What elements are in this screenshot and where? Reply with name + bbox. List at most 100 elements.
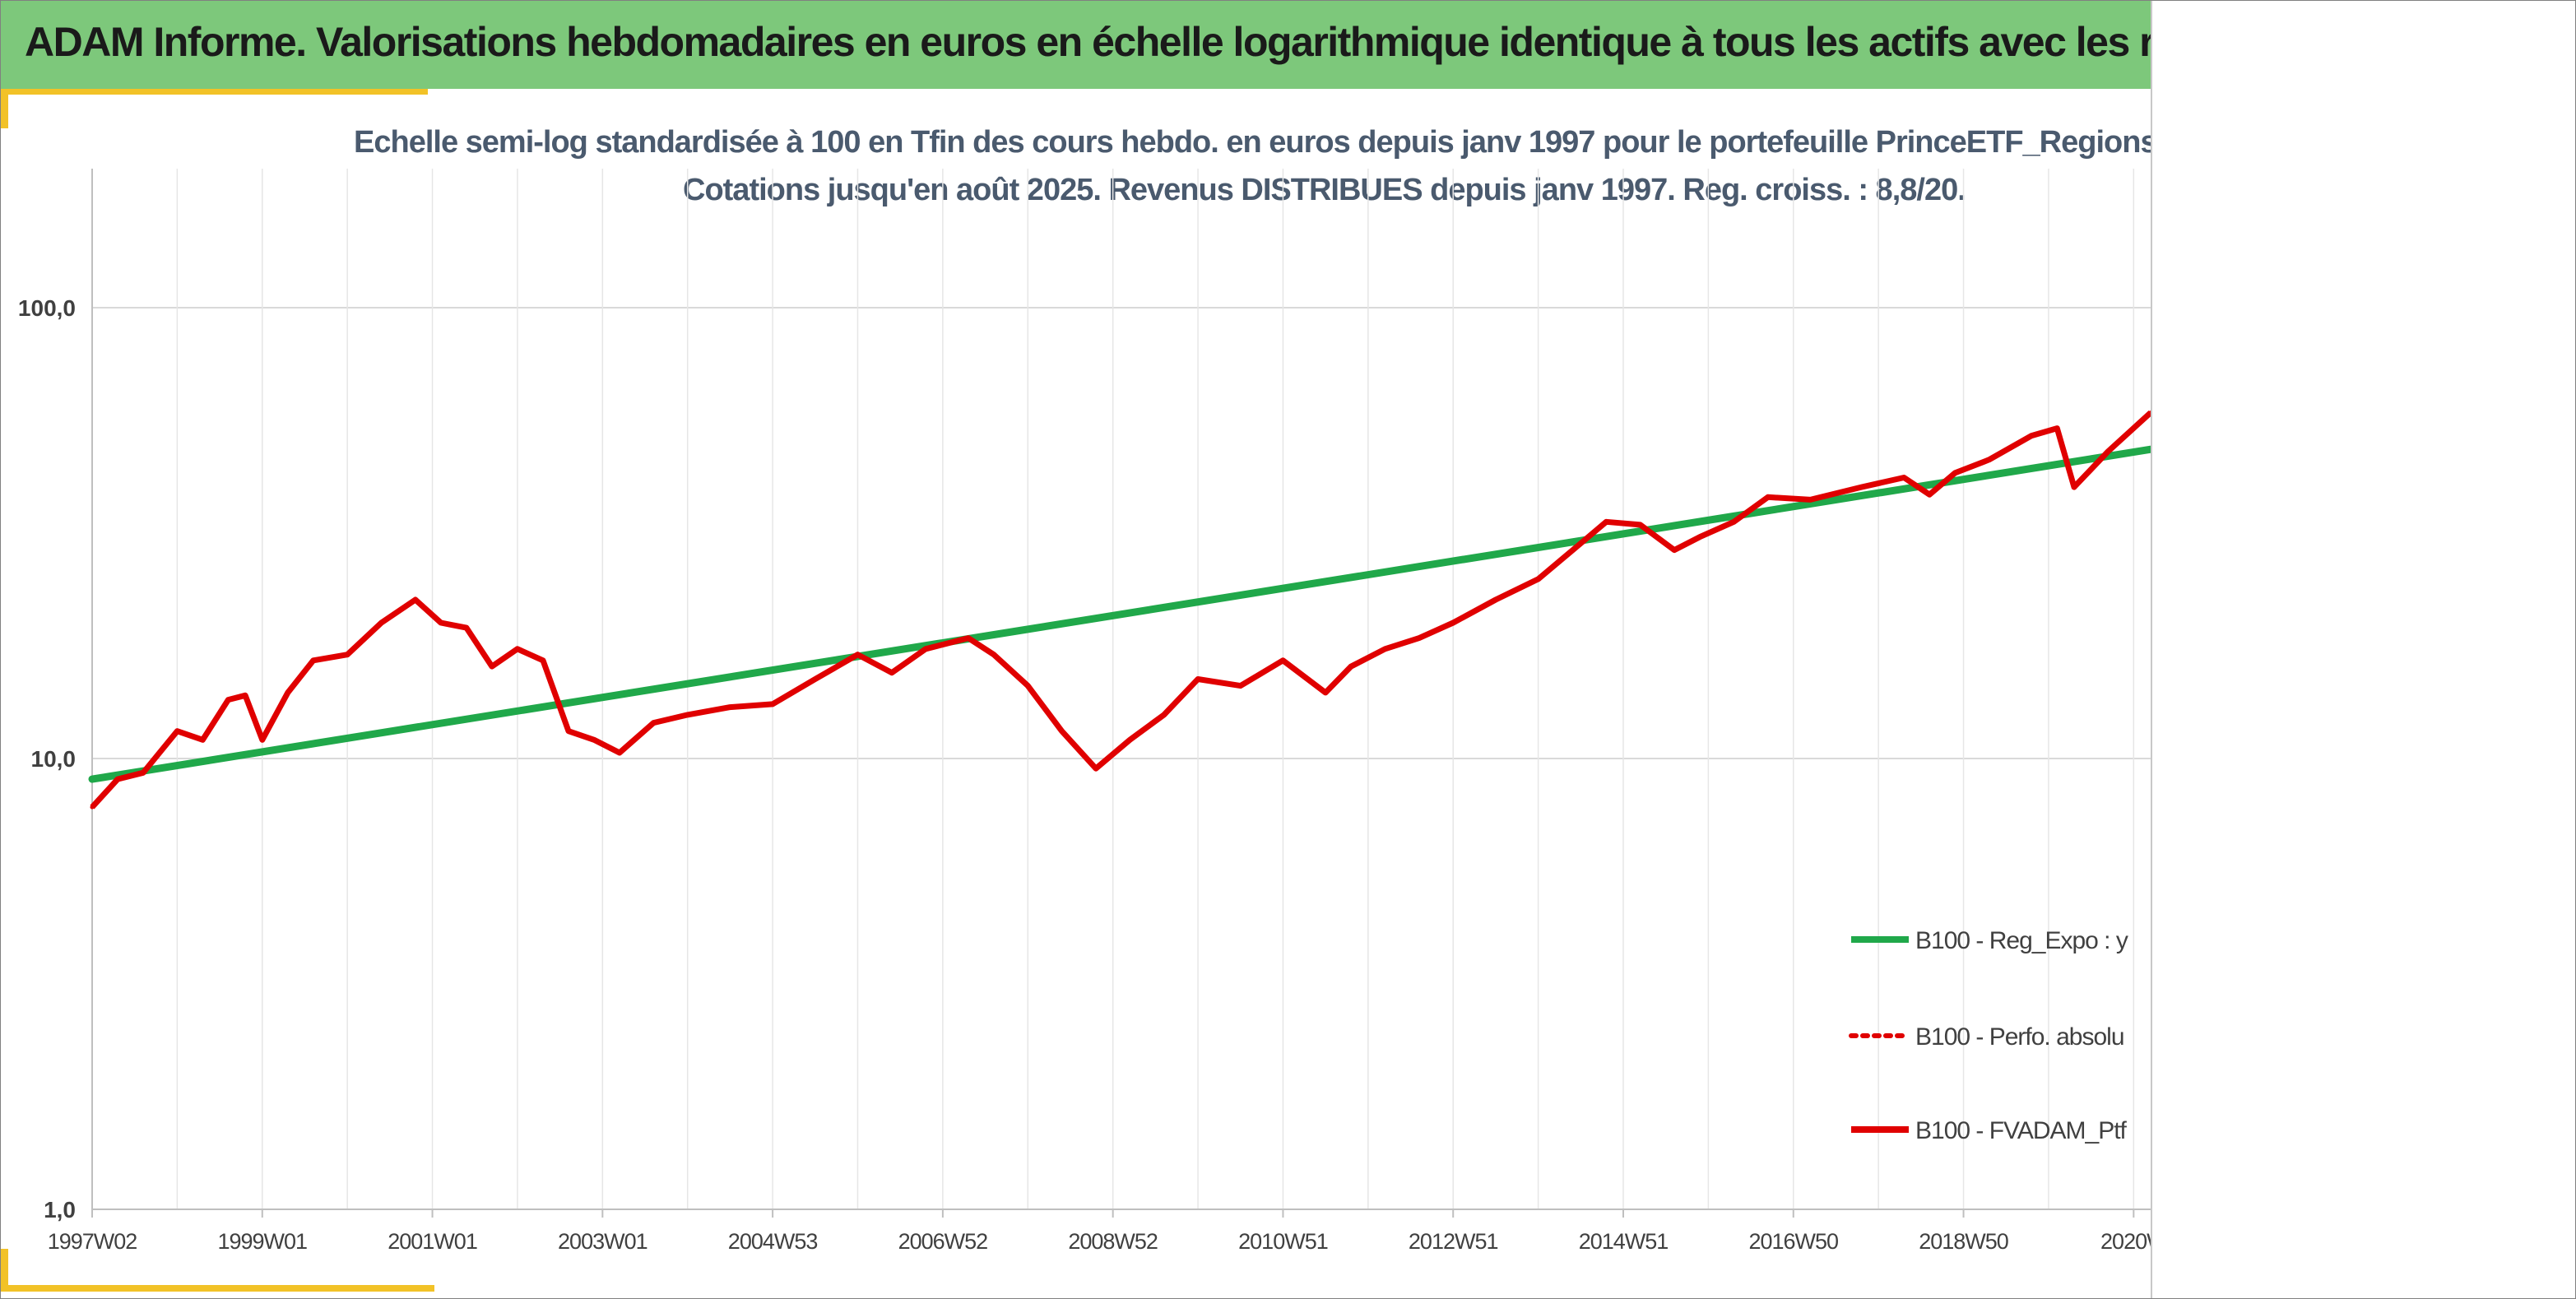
x-tick-label: 2010W51 bbox=[1238, 1229, 1328, 1254]
x-tick-label: 2018W50 bbox=[1919, 1229, 2008, 1254]
portfolio-point bbox=[2105, 449, 2110, 454]
portfolio-point bbox=[200, 737, 205, 742]
portfolio-point bbox=[1987, 457, 1992, 462]
portfolio-point bbox=[966, 636, 971, 641]
portfolio-point bbox=[379, 620, 384, 625]
accent-top-left bbox=[0, 89, 428, 95]
accent-top-left-vertical bbox=[0, 89, 8, 128]
accent-bottom-left-vertical bbox=[0, 1249, 8, 1292]
chart-title: Echelle semi-log standardisée à 100 en T… bbox=[354, 125, 2151, 160]
portfolio-point bbox=[1417, 636, 1422, 641]
x-tick-label: 2020W bbox=[2100, 1229, 2151, 1254]
portfolio-point bbox=[1383, 647, 1388, 652]
portfolio-point bbox=[1450, 620, 1455, 625]
portfolio-point bbox=[566, 729, 571, 734]
y-tick-label: 10,0 bbox=[31, 746, 77, 772]
portfolio-point bbox=[439, 620, 443, 625]
portfolio-point bbox=[685, 712, 690, 717]
x-tick-label: 2001W01 bbox=[388, 1229, 477, 1254]
x-tick-label: 2014W51 bbox=[1579, 1229, 1669, 1254]
portfolio-point bbox=[855, 652, 860, 657]
portfolio-point bbox=[1901, 475, 1906, 480]
portfolio-point bbox=[1672, 548, 1677, 553]
portfolio-point bbox=[345, 652, 350, 657]
legend-label: B100 - FVADAM_Ptf bbox=[1915, 1117, 2128, 1144]
portfolio-point bbox=[260, 737, 265, 742]
legend: B100 - Reg_Expo : y B100 - Perfo. absolu B… bbox=[1849, 927, 2129, 1144]
portfolio-point bbox=[1280, 658, 1285, 663]
axes: 1,0 10,0 100,0 1997W02 1999W01 2001W01 2003W01… bbox=[18, 169, 2151, 1254]
portfolio-point bbox=[541, 658, 545, 663]
portfolio-point bbox=[617, 750, 622, 755]
portfolio-point bbox=[1060, 729, 1065, 734]
portfolio-point bbox=[1536, 577, 1541, 582]
portfolio-point bbox=[515, 647, 520, 652]
right-blank-panel bbox=[2151, 0, 2576, 1299]
portfolio-point bbox=[174, 729, 179, 734]
legend-label: B100 - Reg_Expo : y bbox=[1915, 927, 2128, 954]
portfolio-point bbox=[813, 677, 818, 682]
x-tick-label: 2003W01 bbox=[558, 1229, 647, 1254]
portfolio-point bbox=[1578, 541, 1583, 546]
portfolio-point bbox=[311, 658, 316, 663]
portfolio-point bbox=[141, 770, 146, 775]
portfolio-point bbox=[1195, 677, 1200, 682]
regression-line bbox=[88, 445, 2151, 783]
portfolio-point bbox=[2148, 411, 2151, 415]
grid bbox=[91, 169, 2151, 1210]
portfolio-point bbox=[225, 698, 230, 703]
y-tick-label: 1,0 bbox=[44, 1197, 76, 1222]
x-tick-label: 2016W50 bbox=[1748, 1229, 1838, 1254]
portfolio-point bbox=[1093, 766, 1098, 771]
portfolio-point bbox=[1952, 471, 1957, 476]
portfolio-point bbox=[727, 705, 732, 710]
portfolio-point bbox=[1604, 519, 1608, 524]
portfolio-point bbox=[770, 702, 775, 707]
portfolio-point bbox=[1927, 492, 1932, 497]
accent-bottom-left bbox=[0, 1285, 434, 1292]
portfolio-line bbox=[90, 411, 2151, 810]
portfolio-point bbox=[115, 777, 120, 782]
portfolio-point bbox=[413, 597, 418, 602]
portfolio-point bbox=[1323, 690, 1328, 695]
x-tick-label: 2004W53 bbox=[728, 1229, 818, 1254]
x-tick-label: 1997W02 bbox=[48, 1229, 137, 1254]
x-tick-label: 2006W52 bbox=[898, 1229, 988, 1254]
portfolio-point bbox=[991, 652, 996, 657]
plot-svg: 1,0 10,0 100,0 1997W02 1999W01 2001W01 2003W01… bbox=[0, 89, 2151, 1292]
legend-label: B100 - Perfo. absolu bbox=[1915, 1023, 2124, 1051]
portfolio-point bbox=[1127, 737, 1132, 742]
portfolio-point bbox=[285, 690, 290, 695]
series-layer bbox=[88, 411, 2151, 810]
portfolio-point bbox=[1808, 497, 1812, 502]
chart-area: ADAM Informe. Valorisations hebdomadaire… bbox=[0, 0, 2151, 1292]
portfolio-point bbox=[923, 647, 928, 652]
portfolio-point bbox=[1731, 519, 1736, 524]
portfolio-point bbox=[651, 721, 656, 726]
portfolio-point bbox=[1493, 597, 1498, 602]
portfolio-point bbox=[1348, 664, 1353, 669]
portfolio-point bbox=[1697, 535, 1702, 540]
x-tick-label: 2012W51 bbox=[1409, 1229, 1498, 1254]
x-tick-label: 2008W52 bbox=[1068, 1229, 1158, 1254]
x-tick-label: 1999W01 bbox=[217, 1229, 307, 1254]
portfolio-point bbox=[1859, 485, 1864, 489]
portfolio-point bbox=[90, 805, 95, 810]
portfolio-point bbox=[2029, 434, 2034, 438]
portfolio-point bbox=[464, 625, 469, 630]
title-banner: ADAM Informe. Valorisations hebdomadaire… bbox=[0, 0, 2151, 89]
portfolio-point bbox=[2072, 485, 2077, 489]
banner-title: ADAM Informe. Valorisations hebdomadaire… bbox=[25, 19, 2151, 65]
portfolio-point bbox=[490, 664, 494, 669]
portfolio-point bbox=[1766, 494, 1771, 499]
y-tick-label: 100,0 bbox=[18, 295, 76, 321]
portfolio-point bbox=[2054, 426, 2059, 431]
chart-subtitle: Cotations jusqu'en août 2025. Revenus DI… bbox=[683, 173, 1966, 207]
portfolio-point bbox=[1162, 712, 1167, 717]
portfolio-point bbox=[592, 737, 596, 742]
portfolio-point bbox=[1025, 684, 1030, 689]
portfolio-point bbox=[889, 670, 894, 675]
portfolio-point bbox=[1238, 684, 1243, 689]
portfolio-point bbox=[243, 693, 248, 698]
